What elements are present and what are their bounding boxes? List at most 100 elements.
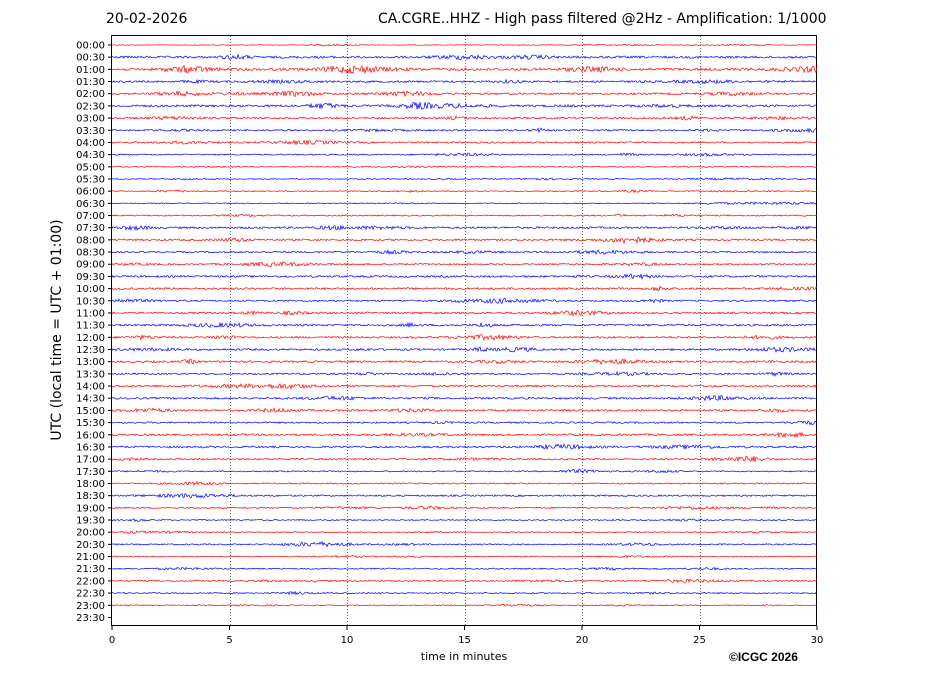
- trace-1930: [111, 518, 818, 523]
- y-tick-label: 13:30: [76, 369, 105, 380]
- trace-2130: [111, 566, 818, 571]
- y-tick-label: 02:30: [76, 101, 105, 112]
- y-tick-label: 23:30: [76, 613, 105, 624]
- y-tick-label: 05:00: [76, 162, 105, 173]
- y-tick-label: 23:00: [76, 601, 105, 612]
- trace-0230: [111, 102, 818, 111]
- trace-1800: [111, 480, 818, 487]
- trace-0730: [111, 224, 818, 232]
- y-tick-label: 18:30: [76, 491, 105, 502]
- y-tick-label: 12:30: [76, 345, 105, 356]
- trace-0600: [111, 189, 818, 194]
- trace-1000: [111, 285, 818, 292]
- y-tick-label: 04:30: [76, 150, 105, 161]
- y-tick-label: 11:30: [76, 321, 105, 332]
- trace-0700: [111, 213, 818, 217]
- y-tick-label: 06:30: [76, 199, 105, 210]
- trace-1600: [111, 431, 818, 439]
- y-tick-label: 01:00: [76, 65, 105, 76]
- grid-lines: [230, 36, 701, 626]
- trace-1530: [111, 420, 818, 426]
- trace-0300: [111, 115, 818, 121]
- y-tick-label: 00:30: [76, 53, 105, 64]
- y-tick-label: 10:30: [76, 296, 105, 307]
- y-tick-label: 17:00: [76, 455, 105, 466]
- y-tick-label: 00:00: [76, 41, 105, 52]
- y-tick-label: 12:00: [76, 333, 105, 344]
- y-tick-label: 16:00: [76, 430, 105, 441]
- y-tick-label: 07:30: [76, 223, 105, 234]
- trace-1300: [111, 358, 818, 366]
- x-axis: 0 5 10 15 20 25 30: [109, 626, 824, 646]
- trace-0830: [111, 249, 818, 255]
- trace-1330: [111, 370, 818, 377]
- trace-1900: [111, 505, 818, 510]
- x-axis-label: time in minutes: [420, 650, 508, 663]
- y-tick-label: 09:00: [76, 260, 105, 271]
- trace-1700: [111, 455, 818, 463]
- trace-0930: [111, 273, 818, 280]
- y-tick-label: 15:00: [76, 406, 105, 417]
- y-tick-label: 06:00: [76, 187, 105, 198]
- y-axis-label: UTC (local time = UTC + 01:00): [49, 219, 65, 441]
- y-tick-label: 04:00: [76, 138, 105, 149]
- y-tick-label: 03:30: [76, 126, 105, 137]
- x-tick-label: 15: [458, 635, 471, 646]
- trace-1400: [111, 382, 818, 391]
- y-tick-label: 21:30: [76, 564, 105, 575]
- y-tick-label: 19:30: [76, 516, 105, 527]
- y-tick-label: 21:00: [76, 552, 105, 563]
- trace-0330: [111, 127, 818, 134]
- y-tick-label: 22:00: [76, 576, 105, 587]
- y-tick-label: 11:00: [76, 308, 105, 319]
- y-tick-label: 01:30: [76, 77, 105, 88]
- trace-0400: [111, 139, 818, 146]
- date-label: 20-02-2026: [106, 11, 188, 27]
- plot-frame: [111, 35, 817, 626]
- trace-layer: [111, 43, 818, 607]
- x-tick-label: 10: [341, 635, 354, 646]
- y-tick-label: 13:00: [76, 357, 105, 368]
- y-tick-label: 07:00: [76, 211, 105, 222]
- x-tick-label: 0: [109, 635, 115, 646]
- trace-2230: [111, 590, 818, 596]
- trace-1430: [111, 394, 818, 402]
- trace-2200: [111, 578, 818, 584]
- trace-0430: [111, 152, 818, 157]
- trace-1830: [111, 492, 818, 499]
- y-tick-label: 17:30: [76, 467, 105, 478]
- y-tick-label: 14:30: [76, 394, 105, 405]
- chart-title: CA.CGRE..HHZ - High pass filtered @2Hz -…: [378, 11, 827, 27]
- trace-0100: [111, 65, 818, 75]
- y-tick-label: 22:30: [76, 589, 105, 600]
- y-tick-label: 16:30: [76, 442, 105, 453]
- trace-1630: [111, 443, 818, 451]
- y-tick-label: 20:00: [76, 528, 105, 539]
- x-tick-label: 30: [811, 635, 824, 646]
- trace-1500: [111, 407, 818, 414]
- trace-1130: [111, 321, 818, 329]
- trace-2030: [111, 541, 818, 548]
- trace-0530: [111, 177, 818, 181]
- y-tick-label: 03:00: [76, 114, 105, 125]
- y-tick-label: 09:30: [76, 272, 105, 283]
- y-tick-label: 05:30: [76, 174, 105, 185]
- x-tick-label: 5: [226, 635, 232, 646]
- trace-2000: [111, 530, 818, 534]
- trace-0630: [111, 201, 818, 206]
- y-tick-label: 18:00: [76, 479, 105, 490]
- trace-0900: [111, 261, 818, 268]
- x-tick-label: 20: [576, 635, 589, 646]
- y-tick-label: 14:00: [76, 382, 105, 393]
- x-tick-label: 25: [693, 635, 706, 646]
- trace-0000: [111, 43, 818, 47]
- y-tick-label: 08:00: [76, 235, 105, 246]
- y-tick-label: 02:00: [76, 89, 105, 100]
- trace-1730: [111, 468, 818, 474]
- y-tick-label: 19:00: [76, 503, 105, 514]
- trace-0800: [111, 236, 818, 245]
- trace-2100: [111, 554, 818, 559]
- y-tick-label: 20:30: [76, 540, 105, 551]
